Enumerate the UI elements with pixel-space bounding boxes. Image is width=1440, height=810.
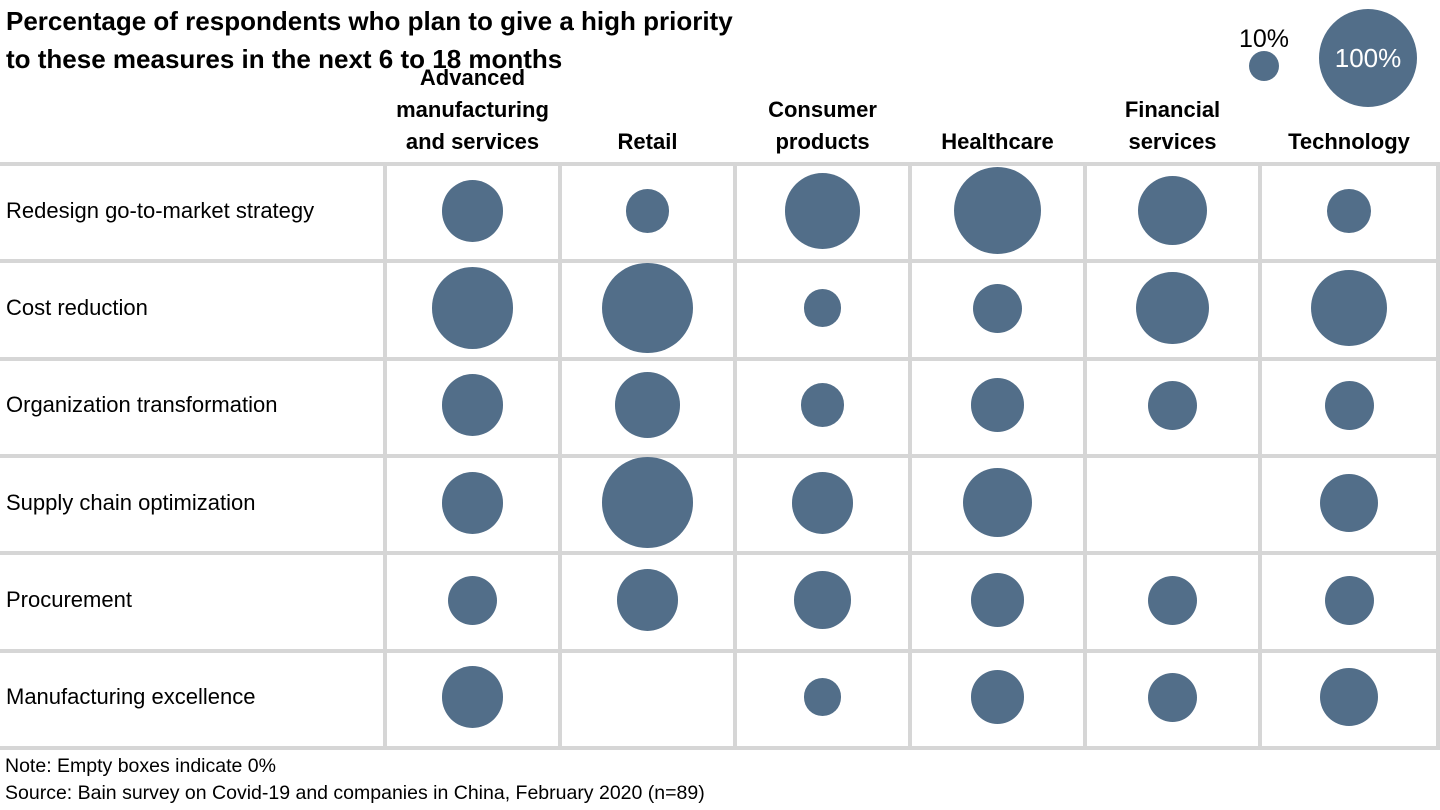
bubble [970, 573, 1025, 627]
column-header: Advanced manufacturing and services [396, 65, 549, 154]
bubble [791, 471, 854, 534]
gridline-vertical [558, 162, 562, 750]
row-label: Supply chain optimization [6, 489, 256, 515]
bubble [448, 575, 497, 625]
row-label: Cost reduction [6, 295, 148, 320]
bubble [803, 678, 842, 717]
bubble [1324, 575, 1374, 625]
bubble [973, 283, 1022, 333]
legend-small-circle [1248, 50, 1280, 82]
bubble [614, 372, 681, 439]
bubble [1148, 380, 1197, 430]
bubble [1324, 380, 1374, 430]
bubble [1327, 188, 1371, 233]
column-header: Retail [617, 129, 678, 154]
bubble [625, 188, 670, 233]
bubble [800, 383, 845, 428]
gridline-vertical [1436, 162, 1440, 750]
bubble [970, 378, 1025, 433]
bubble [602, 457, 693, 548]
gridline-horizontal [0, 356, 1440, 361]
bubble [970, 670, 1025, 725]
bubble [1136, 271, 1209, 345]
gridline-horizontal [0, 162, 1440, 166]
bubble [784, 172, 861, 249]
legend-small-label: 10% [1238, 25, 1290, 53]
chart-title: Percentage of respondents who plan to gi… [6, 6, 733, 74]
footnote-source: Source: Bain survey on Covid-19 and comp… [5, 781, 705, 804]
gridline-vertical [1083, 162, 1087, 750]
gridline-horizontal [0, 454, 1440, 458]
legend-large-circle: 100% [1319, 9, 1417, 107]
bubble [431, 267, 514, 349]
bubble [602, 262, 693, 354]
gridline-vertical [1258, 162, 1262, 750]
row-label: Manufacturing excellence [6, 684, 256, 710]
bubble [1148, 672, 1197, 722]
column-header: Financial services [1124, 97, 1221, 154]
gridline-horizontal [0, 259, 1440, 264]
bubble [441, 179, 504, 242]
gridline-horizontal [0, 746, 1440, 750]
row-label: Procurement [6, 587, 132, 612]
bubble [616, 569, 679, 631]
gridline-vertical [908, 162, 912, 750]
footnote-note: Note: Empty boxes indicate 0% [5, 755, 276, 777]
row-label: Redesign go-to-market strategy [6, 197, 315, 223]
column-header: Healthcare [941, 129, 1054, 154]
bubble [803, 289, 842, 327]
bubble [1148, 575, 1197, 625]
bubble [1137, 176, 1208, 246]
bubble [441, 374, 504, 437]
bubble [441, 666, 504, 729]
bubble [441, 471, 504, 534]
bubble [1311, 270, 1387, 346]
column-header: Technology [1288, 129, 1410, 154]
row-label: Organization transformation [6, 392, 278, 418]
legend-large-label: 100% [1334, 42, 1402, 73]
bubble [962, 468, 1033, 538]
bubble [953, 166, 1042, 255]
gridline-horizontal [0, 551, 1440, 556]
chart-footnotes: Note: Empty boxes indicate 0% Source: Ba… [5, 753, 705, 806]
bubble [793, 571, 852, 629]
column-header: Consumer products [768, 97, 877, 154]
gridline-vertical [383, 162, 387, 750]
bubble [1320, 668, 1378, 727]
gridline-horizontal [0, 648, 1440, 653]
bubble [1320, 473, 1378, 532]
gridline-vertical [733, 162, 737, 750]
